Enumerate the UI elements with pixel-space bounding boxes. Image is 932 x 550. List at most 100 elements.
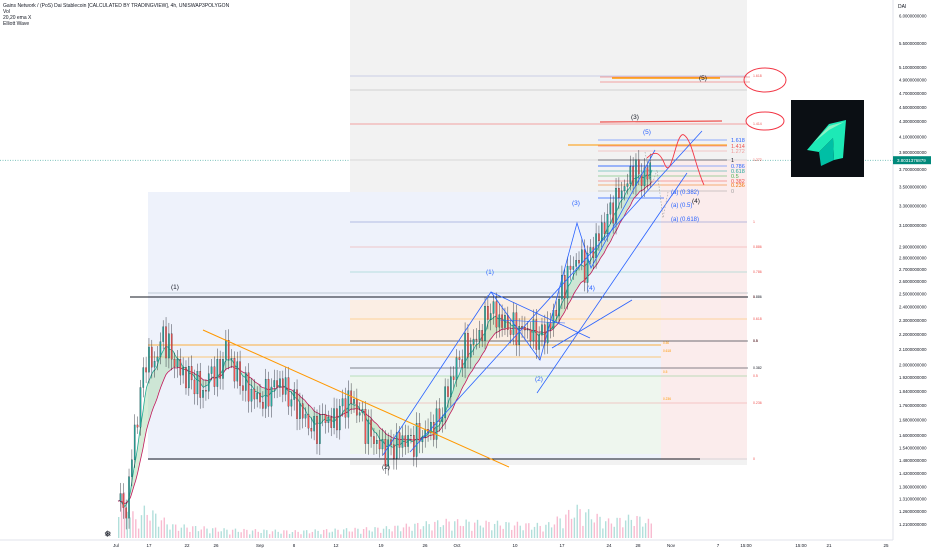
wave-label: (4) xyxy=(587,285,595,292)
candle-body xyxy=(609,202,612,215)
price-tick-label: 2.0000000000 xyxy=(899,362,927,367)
candle-body xyxy=(290,399,293,407)
candle-body xyxy=(509,329,512,335)
candle-body xyxy=(225,340,227,360)
candle-body xyxy=(583,249,586,283)
volume-bar xyxy=(137,528,140,538)
candle-body xyxy=(566,265,569,299)
candle-body xyxy=(310,428,313,432)
price-tick-label: 2.2000000000 xyxy=(899,332,927,337)
candle-body xyxy=(205,390,207,392)
volume-bar xyxy=(360,533,362,538)
volume-bar xyxy=(508,522,510,538)
candle-body xyxy=(575,260,577,267)
volume-bar xyxy=(567,509,570,538)
candle-body xyxy=(301,403,304,419)
volume-bar xyxy=(471,530,473,538)
wave-label: (5) xyxy=(699,75,707,82)
price-tick-label: 1.6000000000 xyxy=(899,433,927,438)
candle-body xyxy=(541,324,543,336)
volume-bar xyxy=(220,531,222,538)
candle-body xyxy=(464,333,466,368)
volume-bar xyxy=(246,529,248,538)
volume-bar xyxy=(249,534,251,538)
candle-body xyxy=(319,414,321,444)
volume-bar xyxy=(229,534,231,538)
candle-body xyxy=(353,399,355,404)
volume-bar xyxy=(596,513,598,538)
target-red-line xyxy=(599,120,723,123)
indicator-ema[interactable]: 20,20 ema X xyxy=(3,15,32,21)
price-tick-label: 2.4000000000 xyxy=(899,304,927,309)
time-tick-label: 15:00 xyxy=(740,543,752,548)
volume-bar xyxy=(436,520,439,538)
fib-level-label: 1.618 xyxy=(753,74,762,78)
volume-bar xyxy=(428,524,430,538)
candle-body xyxy=(484,306,486,341)
volume-bar xyxy=(545,524,547,538)
candle-body xyxy=(259,392,261,403)
volume-bar xyxy=(448,521,450,538)
price-tick-label: 1.3600000000 xyxy=(899,485,927,490)
volume-bar xyxy=(283,530,285,538)
candle-body xyxy=(182,367,184,376)
candle-body xyxy=(569,265,572,270)
candle-body xyxy=(450,376,452,397)
candle-body xyxy=(256,392,258,400)
fib-zone-label: 0.5 xyxy=(663,370,668,374)
volume-bar xyxy=(576,504,578,538)
volume-bar xyxy=(496,520,499,538)
volume-bar xyxy=(456,519,459,538)
volume-bar xyxy=(605,521,607,538)
candle-body xyxy=(193,379,196,395)
candle-body xyxy=(467,333,469,358)
volume-bar xyxy=(431,530,433,538)
candle-body xyxy=(518,326,520,345)
volume-bar xyxy=(177,530,180,538)
volume-bar xyxy=(425,521,427,538)
indicator-elliott[interactable]: Elliott Wave xyxy=(3,21,30,27)
volume-bar xyxy=(624,520,627,538)
volume-bar xyxy=(550,527,553,538)
candle-body xyxy=(361,408,364,413)
indicator-vol[interactable]: Vol xyxy=(3,9,10,15)
volume-bar xyxy=(627,514,630,538)
candle-body xyxy=(444,386,446,419)
volume-bar xyxy=(397,525,399,538)
candle-body xyxy=(598,233,600,242)
candle-body xyxy=(367,419,370,444)
volume-bar xyxy=(579,509,581,538)
volume-bar xyxy=(308,533,311,538)
price-tick-label: 2.6000000000 xyxy=(899,279,927,284)
candle-body xyxy=(378,439,381,450)
price-tick-label: 3.1000000000 xyxy=(899,223,927,228)
fib-level-label: 0.5 xyxy=(753,339,758,343)
price-tick-label: 2.5000000000 xyxy=(899,291,927,296)
volume-bar xyxy=(257,531,259,538)
candle-body xyxy=(612,202,614,224)
candle-body xyxy=(387,439,389,467)
candle-body xyxy=(307,414,310,429)
volume-bar xyxy=(323,529,325,538)
fib-band-pink xyxy=(661,160,747,460)
volume-bar xyxy=(348,531,351,538)
volume-bar xyxy=(260,532,262,538)
volume-bar xyxy=(320,534,322,538)
forecast-path xyxy=(646,134,705,186)
candle-body xyxy=(153,361,156,368)
wave-triangle-line xyxy=(499,319,566,324)
candle-body xyxy=(151,346,153,368)
volume-bar xyxy=(174,524,177,538)
tradingview-logo-icon: ❅ xyxy=(104,529,112,539)
candle-body xyxy=(515,312,518,345)
price-tick-label: 1.7600000000 xyxy=(899,403,927,408)
volume-bar xyxy=(485,520,487,538)
candle-body xyxy=(267,378,270,407)
volume-bar xyxy=(565,514,567,538)
candle-body xyxy=(324,414,327,423)
volume-bar xyxy=(630,519,633,538)
volume-bar xyxy=(650,523,652,538)
price-tick-label: 4.1000000000 xyxy=(899,134,927,139)
candle-body xyxy=(159,341,162,358)
